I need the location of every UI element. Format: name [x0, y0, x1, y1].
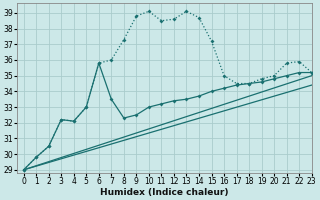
X-axis label: Humidex (Indice chaleur): Humidex (Indice chaleur): [100, 188, 229, 197]
